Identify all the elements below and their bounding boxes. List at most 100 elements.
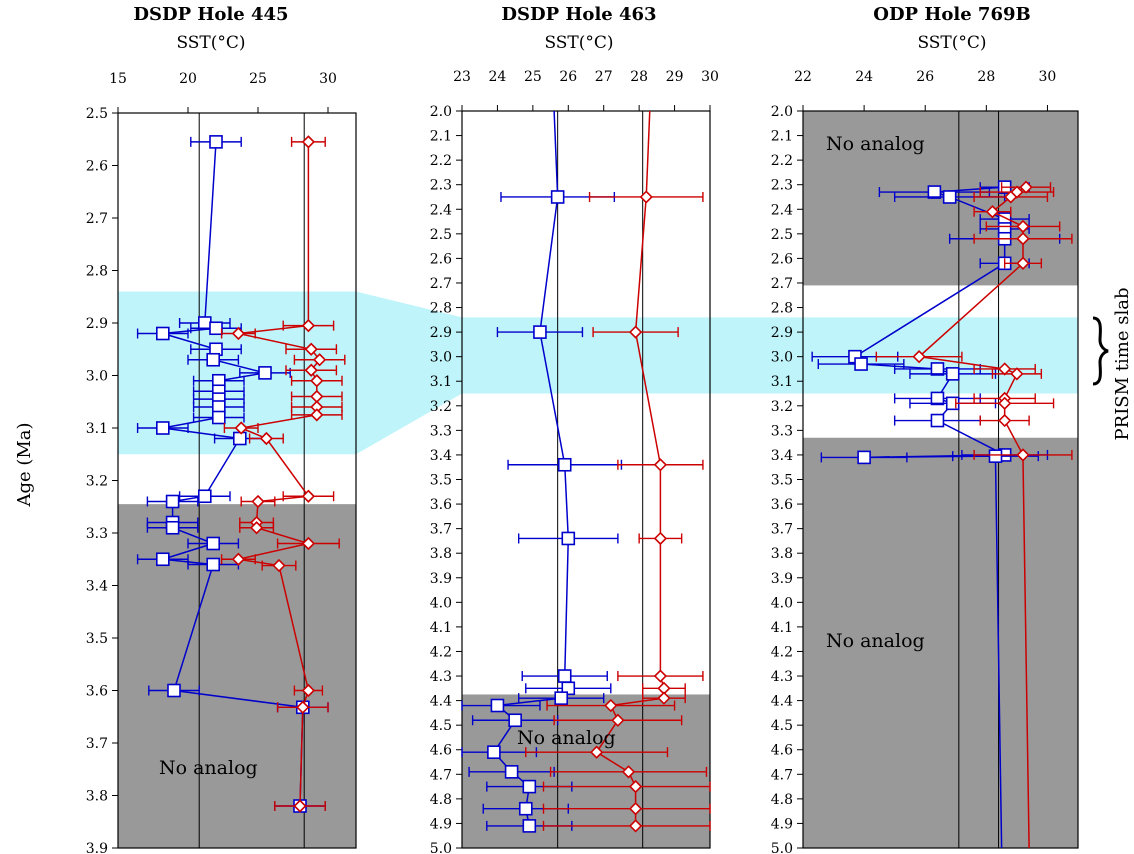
data-point-square [206,557,220,572]
x-axis-label: SST(°C) [917,33,986,53]
y-axis-label: Age (Ma) [14,422,35,507]
data-point-diamond [1016,219,1030,234]
y-tick-label: 4.1 [430,620,452,636]
y-tick-label: 4.9 [771,816,793,832]
data-point-diamond [1010,367,1024,381]
data-point-square [233,431,247,446]
data-point-diamond [589,745,604,759]
data-point-square [156,552,170,567]
x-axis-label: SST(°C) [176,33,245,53]
data-point-diamond [1016,232,1030,246]
x-tick-label: 27 [595,69,613,85]
data-point-diamond [301,318,316,333]
y-tick-label: 4.5 [771,718,793,734]
data-point-square [209,135,223,149]
data-point-square [988,449,1003,463]
data-point-square [258,366,272,380]
y-tick-label: 4.9 [430,816,452,832]
y-tick-label: 3.5 [771,473,793,489]
y-tick-label: 3.9 [86,841,108,854]
panel-3: 22 24 26 28 30 2.0 2.1 2.2 2.3 2.4 2.5 2.6 2.7 2.8 2.9… [771,4,1079,854]
y-tick-label: 3.2 [430,399,452,415]
data-point-square [209,321,223,336]
y-tick-label: 3.1 [430,374,452,390]
y-tick-label: 4.4 [430,694,452,710]
data-point-square [522,819,537,833]
x-tick-label: 30 [1039,69,1057,85]
y-tick-label: 4.5 [430,718,452,734]
data-point-diamond [231,326,246,341]
x-tick-label: 25 [524,69,542,85]
y-tick-label: 2.7 [86,211,108,227]
data-point-square [206,352,220,367]
data-point-diamond [272,558,286,573]
y-tick-label: 4.2 [771,644,793,660]
y-tick-label: 2.1 [771,129,793,145]
y-tick-label: 3.5 [86,631,108,647]
y-tick-label: 3.4 [771,448,793,464]
y-tick-label: 3.3 [86,526,108,542]
data-point-diamond [653,669,668,683]
y-tick-label: 4.2 [430,644,452,660]
y-tick-label: 3.2 [86,474,108,490]
data-point-diamond [231,552,246,566]
no-analog-label: No analog [159,757,258,779]
y-tick-label: 4.1 [771,620,793,636]
data-point-diamond [998,413,1012,428]
data-point-diamond [304,363,318,377]
y-tick-label: 3.7 [430,522,452,538]
y-tick-label: 2.5 [86,106,108,122]
data-point-diamond [301,489,316,503]
prism-band [462,317,710,394]
y-tick-label: 3.0 [86,369,108,385]
y-tick-label: 3.6 [86,684,108,700]
data-point-square [156,326,170,341]
y-tick-label: 2.5 [771,227,793,243]
data-point-square [156,421,170,435]
data-point-square [198,316,212,330]
x-tick-label: 26 [916,69,934,85]
y-tick-label: 5.0 [771,841,793,854]
data-point-diamond [653,458,668,472]
series-line [238,141,321,807]
data-point-square [533,325,547,339]
x-tick-label: 30 [701,69,719,85]
data-point-square [557,457,572,472]
data-point-square [927,185,942,199]
y-tick-label: 3.6 [771,497,793,513]
y-tick-label: 2.9 [86,316,108,332]
data-point-square [854,357,868,371]
y-tick-label: 4.3 [771,669,793,685]
data-point-square [550,190,565,204]
data-point-square [165,520,180,535]
y-tick-label: 2.2 [771,153,793,169]
data-point-diamond [259,431,274,446]
data-point-diamond [1004,190,1018,204]
y-tick-label: 4.8 [771,792,793,808]
y-tick-label: 4.8 [430,792,452,808]
data-point-square [504,765,519,779]
y-tick-label: 3.6 [430,497,452,513]
no-analog-region [803,437,1078,848]
data-point-diamond [293,799,307,813]
y-tick-label: 5.0 [430,841,452,854]
data-point-square [522,779,537,794]
no-analog-label: No analog [517,727,616,749]
no-analog-label: No analog [826,630,925,652]
data-point-square [165,494,180,509]
data-point-diamond [639,190,653,204]
data-point-diamond [611,713,625,727]
y-tick-label: 2.0 [771,104,793,120]
x-tick-label: 24 [855,69,873,85]
y-tick-label: 3.8 [86,789,108,805]
series-line [553,110,559,198]
data-point-diamond [301,536,316,551]
series-line [162,141,304,807]
y-tick-label: 2.4 [430,202,452,218]
y-tick-label: 2.3 [771,178,793,194]
y-tick-label: 3.1 [771,374,793,390]
y-tick-label: 3.2 [771,399,793,415]
y-tick-label: 3.0 [430,350,452,366]
data-point-square [212,410,226,425]
x-tick-label: 28 [977,69,995,85]
